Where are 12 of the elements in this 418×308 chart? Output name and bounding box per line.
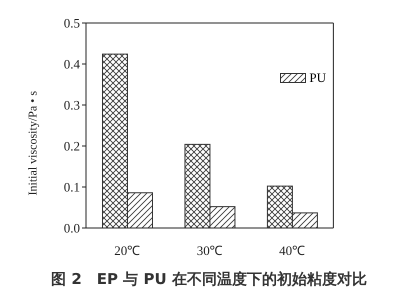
y-tick-label: 0.3 <box>64 98 80 113</box>
y-tick-label: 0.2 <box>64 138 80 154</box>
caption: 图 2 EP 与 PU 在不同温度下的初始粘度对比 <box>50 270 368 289</box>
y-tick-label: 0.5 <box>64 16 80 31</box>
x-tick-label: 20℃ <box>114 243 140 258</box>
y-tick-label: 0.1 <box>64 180 80 195</box>
y-tick-label: 0.4 <box>64 56 80 72</box>
x-tick-label: 40℃ <box>279 243 306 258</box>
x-tick-label: 30℃ <box>196 243 223 258</box>
y-axis-title: Initial viscosity/Pa • s <box>25 90 40 196</box>
legend-label: PU <box>309 70 326 86</box>
y-tick-label: 0.0 <box>64 220 80 236</box>
